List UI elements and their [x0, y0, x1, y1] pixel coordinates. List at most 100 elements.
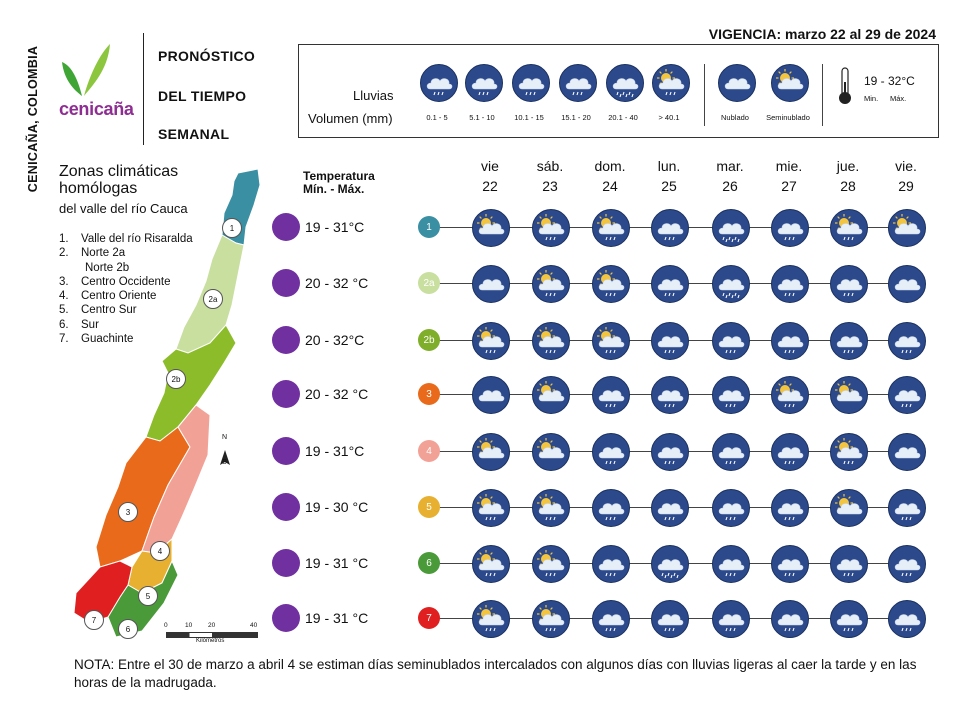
weather-seminublado-lluvia-icon: [830, 209, 868, 247]
map-scale-unit: Kilómetros: [196, 638, 225, 644]
zone-badge: 1: [418, 216, 440, 238]
zone-number: 3.: [59, 275, 69, 288]
temperature-row: 20 - 32°C: [272, 325, 364, 355]
title-line-2: DEL TIEMPO: [158, 88, 247, 104]
zone-badge: 3: [418, 383, 440, 405]
map-label: 2a: [203, 289, 223, 309]
day-number: 28: [840, 178, 856, 194]
zones-subtitle: del valle del río Cauca: [59, 201, 188, 216]
temperature-dot: [272, 604, 300, 632]
map-scale-tick: 10: [185, 622, 193, 629]
weather-lluvia-icon: [651, 600, 689, 638]
weather-lluvia-icon: [771, 209, 809, 247]
partly-cloudy-icon: [771, 64, 809, 102]
zone-list-item: 2. Norte 2a: [59, 246, 193, 260]
weather-nublado-icon: [888, 265, 926, 303]
weather-seminublado-lluvia-icon: [592, 322, 630, 360]
zone-number: 6.: [59, 318, 69, 331]
temperature-row: 19 - 31°C: [272, 436, 364, 466]
rain-level-icon: [559, 64, 597, 102]
weather-lluvia-icon: [592, 489, 630, 527]
rain-level-icon: [606, 64, 644, 102]
weather-lluvia-icon: [651, 433, 689, 471]
day-name: mar.: [716, 158, 744, 174]
day-name: lun.: [657, 158, 681, 174]
temperature-header-line2: Mín. - Máx.: [303, 182, 365, 196]
weather-lluvia-icon: [771, 265, 809, 303]
temperature-row: 19 - 31 °C: [272, 548, 368, 578]
map-label: 3: [118, 502, 138, 522]
weather-seminublado-icon: [472, 209, 510, 247]
weather-lluvia-icon: [888, 376, 926, 414]
map-north-label: N: [222, 434, 228, 441]
legend-lluvias-label: Lluvias: [353, 88, 394, 103]
rain-range-label: 15.1 - 20: [561, 113, 591, 122]
zone-list-item: 1. Valle del río Risaralda: [59, 232, 193, 246]
temperature-value: 20 - 32 °C: [305, 275, 369, 291]
map-north-arrow-icon: [220, 450, 230, 465]
weather-lluvia-fuerte-icon: [712, 209, 750, 247]
rain-level-icon: [512, 64, 550, 102]
zone-badge: 7: [418, 607, 440, 629]
weather-lluvia-icon: [651, 209, 689, 247]
weather-lluvia-icon: [592, 433, 630, 471]
weather-seminublado-icon: [830, 376, 868, 414]
day-header: mie. 27: [764, 156, 814, 196]
brand-name: cenicaña: [59, 99, 134, 119]
legend-sky-label: Seminublado: [766, 113, 810, 122]
day-header: vie 22: [465, 156, 515, 196]
title-line-3: SEMANAL: [158, 126, 230, 142]
weather-seminublado-icon: [532, 376, 570, 414]
map-scale-tick: 40: [250, 622, 258, 629]
weather-nublado-icon: [472, 376, 510, 414]
thermometer-icon: [839, 67, 851, 104]
weather-seminublado-lluvia-icon: [472, 545, 510, 583]
rain-level-icon: [420, 64, 458, 102]
temperature-value: 19 - 31 °C: [305, 555, 369, 571]
temperature-dot: [272, 437, 300, 465]
zones-map: [73, 168, 261, 638]
zone-name: Guachinte: [81, 333, 134, 346]
temperature-row: 20 - 32 °C: [272, 268, 368, 298]
day-name: jue.: [836, 158, 860, 174]
legend-divider: [704, 64, 705, 126]
cenicana-logo-icon: [62, 44, 110, 96]
rain-range-label: 0.1 - 5: [426, 113, 448, 122]
weather-lluvia-icon: [771, 322, 809, 360]
temperature-value: 19 - 31 °C: [305, 610, 369, 626]
temperature-header-line1: Temperatura: [303, 169, 375, 183]
rain-range-label: 20.1 - 40: [608, 113, 638, 122]
weather-lluvia-icon: [592, 545, 630, 583]
weather-nublado-icon: [472, 265, 510, 303]
day-number: 23: [542, 178, 558, 194]
rain-range-label: 5.1 - 10: [469, 113, 495, 122]
zones-title: Zonas climáticas homólogas: [59, 163, 178, 197]
temperature-dot: [272, 380, 300, 408]
zone-list-item: 3. Centro Occidente: [59, 275, 193, 289]
day-name: mie.: [775, 158, 803, 174]
weather-nublado-icon: [888, 433, 926, 471]
weather-seminublado-lluvia-icon: [472, 600, 510, 638]
day-header: mar. 26: [705, 156, 755, 196]
temperature-dot: [272, 213, 300, 241]
temperature-row: 19 - 31°C: [272, 212, 364, 242]
legend-box: [298, 44, 939, 138]
weather-lluvia-icon: [712, 600, 750, 638]
map-scale-tick: 0: [164, 622, 168, 629]
weather-seminublado-lluvia-icon: [830, 433, 868, 471]
weather-lluvia-icon: [771, 545, 809, 583]
weather-lluvia-icon: [712, 433, 750, 471]
zone-badge: 6: [418, 552, 440, 574]
map-zone-7: [73, 560, 133, 624]
weather-lluvia-icon: [830, 545, 868, 583]
temperature-value: 19 - 31°C: [305, 219, 365, 235]
zone-list-item: 6. Sur: [59, 318, 193, 332]
temperature-value: 19 - 31°C: [305, 443, 365, 459]
zone-number: 1.: [59, 233, 69, 245]
weather-lluvia-icon: [888, 600, 926, 638]
day-number: 27: [781, 178, 797, 194]
weather-seminublado-lluvia-icon: [592, 265, 630, 303]
legend-volumen-label: Volumen (mm): [308, 111, 393, 126]
temperature-row: 20 - 32 °C: [272, 379, 368, 409]
temperature-value: 20 - 32°C: [305, 332, 365, 348]
